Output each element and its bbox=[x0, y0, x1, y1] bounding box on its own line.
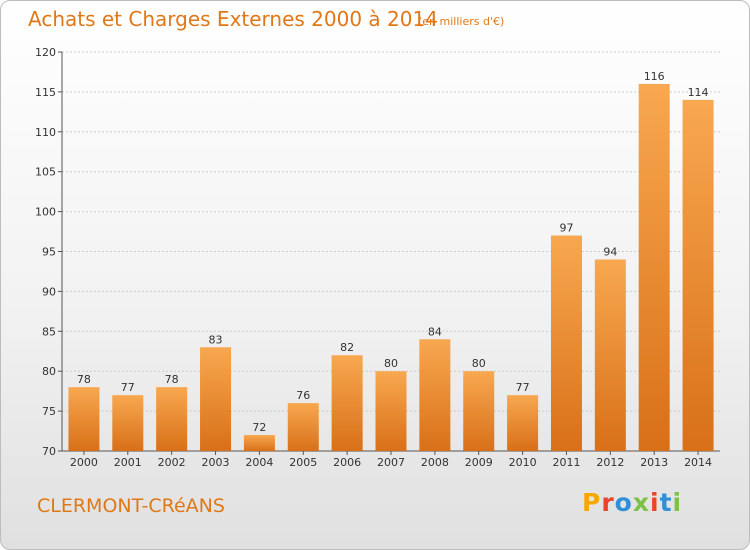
x-tick-label: 2004 bbox=[245, 456, 273, 469]
y-tick-label: 100 bbox=[35, 206, 56, 219]
logo-letter: t bbox=[659, 488, 673, 517]
bar-value-label: 76 bbox=[296, 389, 310, 402]
y-tick-label: 120 bbox=[35, 46, 56, 59]
bar-value-label: 116 bbox=[644, 70, 665, 83]
bar-value-label: 84 bbox=[428, 325, 442, 338]
bar bbox=[594, 259, 626, 451]
y-tick-label: 70 bbox=[42, 445, 56, 458]
bar bbox=[200, 347, 232, 451]
bar-value-label: 77 bbox=[121, 381, 135, 394]
bar bbox=[112, 395, 144, 451]
y-tick-label: 90 bbox=[42, 285, 56, 298]
bar-value-label: 114 bbox=[688, 86, 709, 99]
y-tick-label: 80 bbox=[42, 365, 56, 378]
chart-subtitle: (en milliers d'€) bbox=[418, 15, 505, 28]
x-tick-label: 2009 bbox=[465, 456, 493, 469]
bar-value-label: 83 bbox=[209, 333, 223, 346]
x-tick-label: 2006 bbox=[333, 456, 361, 469]
bar-value-label: 77 bbox=[516, 381, 530, 394]
bar bbox=[550, 235, 582, 451]
y-tick-label: 110 bbox=[35, 126, 56, 139]
bar-value-label: 94 bbox=[603, 245, 617, 258]
bar bbox=[638, 83, 670, 452]
chart-title: Achats et Charges Externes 2000 à 2014 bbox=[28, 7, 438, 31]
x-tick-label: 2000 bbox=[70, 456, 98, 469]
bar bbox=[507, 395, 539, 451]
x-tick-label: 2011 bbox=[552, 456, 580, 469]
logo-letter: i bbox=[672, 488, 683, 517]
x-tick-label: 2003 bbox=[202, 456, 230, 469]
y-tick-label: 85 bbox=[42, 325, 56, 338]
bar-value-label: 82 bbox=[340, 341, 354, 354]
bar-value-label: 97 bbox=[559, 222, 573, 235]
logo-letter: o bbox=[614, 488, 633, 517]
x-tick-label: 2007 bbox=[377, 456, 405, 469]
bar bbox=[287, 403, 319, 451]
bar bbox=[419, 339, 451, 451]
bar-value-label: 80 bbox=[472, 357, 486, 370]
bar-value-label: 78 bbox=[77, 373, 91, 386]
logo-letter: r bbox=[601, 488, 615, 517]
bar bbox=[68, 387, 100, 451]
bar bbox=[463, 371, 495, 451]
y-tick-label: 95 bbox=[42, 246, 56, 259]
bar-value-label: 78 bbox=[165, 373, 179, 386]
proxiti-logo[interactable]: Proxiti bbox=[582, 488, 682, 517]
logo-letter: x bbox=[632, 488, 650, 517]
x-tick-label: 2005 bbox=[289, 456, 317, 469]
commune-name: CLERMONT-CRéANS bbox=[37, 495, 225, 517]
y-tick-label: 115 bbox=[35, 86, 56, 99]
bar bbox=[682, 99, 714, 451]
x-tick-label: 2001 bbox=[114, 456, 142, 469]
x-tick-label: 2013 bbox=[640, 456, 668, 469]
x-tick-label: 2002 bbox=[158, 456, 186, 469]
bar-value-label: 80 bbox=[384, 357, 398, 370]
bar bbox=[375, 371, 407, 451]
bar-value-label: 72 bbox=[252, 421, 266, 434]
x-tick-label: 2012 bbox=[596, 456, 624, 469]
bar bbox=[243, 435, 275, 451]
bar bbox=[156, 387, 188, 451]
logo-letter: P bbox=[582, 488, 602, 517]
bar bbox=[331, 355, 363, 451]
y-tick-label: 105 bbox=[35, 166, 56, 179]
x-tick-label: 2014 bbox=[684, 456, 712, 469]
y-tick-label: 75 bbox=[42, 405, 56, 418]
x-tick-label: 2008 bbox=[421, 456, 449, 469]
logo-letter: i bbox=[650, 488, 660, 517]
x-tick-label: 2010 bbox=[509, 456, 537, 469]
